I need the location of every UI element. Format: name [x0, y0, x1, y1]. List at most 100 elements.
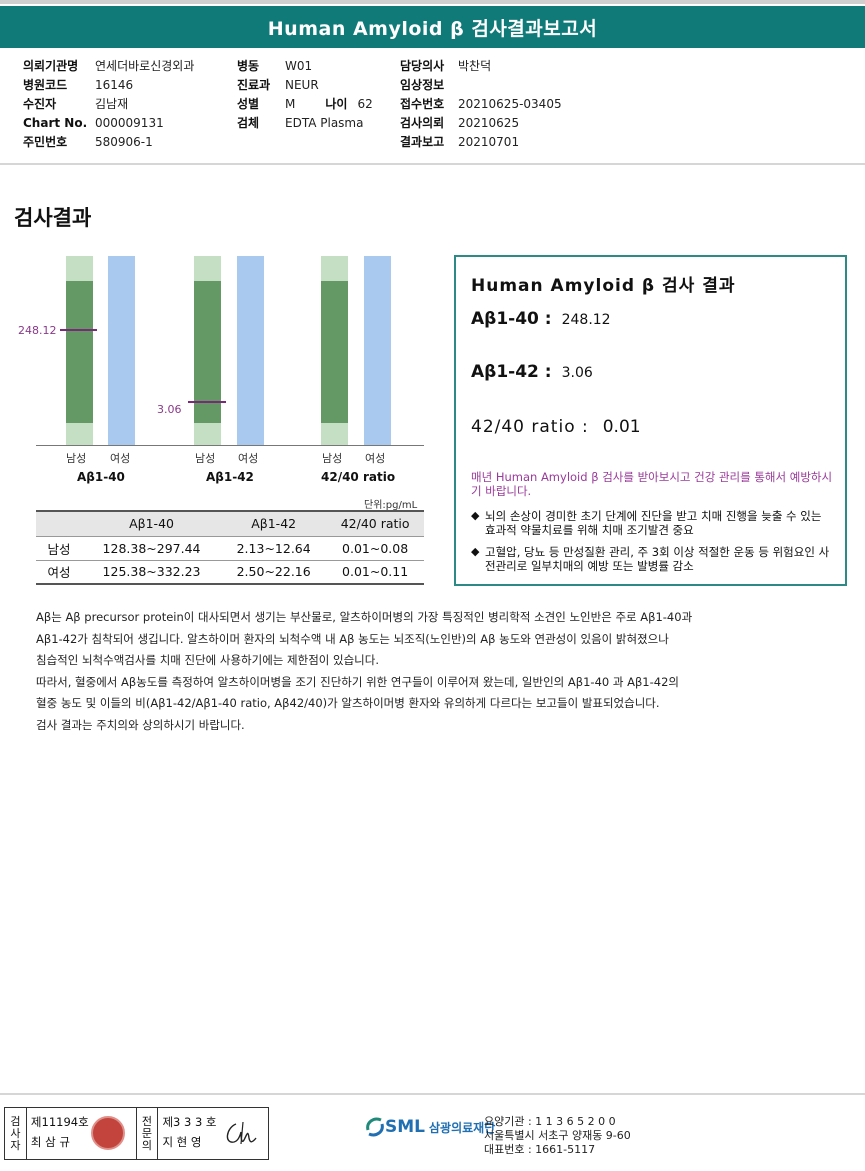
info-value: 580906-1: [95, 134, 153, 149]
info-value: 연세더바로신경외과: [95, 59, 195, 73]
inspector-name: 최 삼 규: [30, 1135, 70, 1149]
tag-char: 문: [141, 1126, 153, 1140]
description-line: 혈중 농도 및 이들의 비(Aβ1-42/Aβ1-40 ratio, Aβ42/…: [36, 696, 660, 710]
seal-icon: [90, 1116, 125, 1150]
info-value: 20210625: [458, 115, 520, 130]
table-cell: 0.01~0.08: [326, 536, 424, 561]
tag-char: 검: [10, 1114, 21, 1128]
result-ratio-value: 0.01: [602, 417, 641, 437]
marker-label-ab42: 3.06: [157, 403, 182, 416]
diamond-icon: ◆: [471, 545, 480, 558]
age-value: 62: [357, 96, 373, 111]
unit-label: 단위:pg/mL: [364, 500, 418, 511]
table-header-row: Aβ1-40 Aβ1-42 42/40 ratio: [36, 510, 424, 537]
top-border: [0, 0, 865, 4]
section-title: 검사결과: [14, 206, 92, 230]
table-header-cell: Aβ1-42: [221, 510, 327, 537]
header-divider: [0, 163, 865, 165]
marker-label-ab40: 248.12: [18, 324, 57, 337]
info-label: 수진자: [23, 97, 57, 111]
result-ab42-value: 3.06: [561, 365, 593, 381]
chart-baseline: [36, 445, 424, 446]
result-ratio: 42/40 ratio : 0.01: [471, 417, 641, 437]
group-label-ratio: 42/40 ratio: [321, 470, 396, 484]
table-cell: 128.38~297.44: [82, 536, 222, 561]
result-note: 매년 Human Amyloid β 검사를 받아보시고 건강 관리를 통해서 …: [471, 470, 833, 498]
group-label-ab40: Aβ1-40: [77, 470, 125, 484]
inspector-tag: 검 사 자: [5, 1108, 27, 1159]
info-value: EDTA Plasma: [285, 115, 364, 130]
patient-info-left: 의뢰기관명 연세더바로신경외과 병원코드 16146 수진자 김남재 Chart No…: [23, 56, 194, 151]
table-header-cell: Aβ1-40: [82, 510, 222, 537]
info-label: Chart No.: [23, 115, 88, 130]
result-ab40-value: 248.12: [561, 312, 611, 328]
tag-char: 사: [10, 1126, 21, 1140]
logo-sml-text: SML: [385, 1117, 425, 1137]
diamond-icon: ◆: [471, 509, 480, 522]
amyloid-chart: 248.12 3.06 남성 여성 남성 여성 남성 여성 Aβ1-40 Aβ1…: [0, 250, 430, 490]
result-bullet-text: 고혈압, 당뇨 등 만성질환 관리, 주 3회 이상 적절한 운동 등 위험요인…: [485, 545, 830, 573]
patient-info-right: 담당의사 박찬덕 임상정보 접수번호 20210625-03405 검사의뢰 2021…: [400, 56, 562, 151]
table-cell: 2.13~12.64: [221, 536, 327, 561]
info-value: NEUR: [285, 77, 319, 92]
info-label: 진료과: [237, 78, 271, 92]
marker-ab40: [60, 329, 97, 331]
footer-org-info: 요양기관 : 1 1 3 6 5 2 0 0 서울특별시 서초구 양재동 9-6…: [484, 1115, 631, 1157]
age-label: 나이: [325, 97, 348, 111]
inspector-cell: 제11194호 최 삼 규: [27, 1108, 137, 1159]
result-ab42-label: Aβ1-42 :: [471, 362, 552, 382]
description-line: 침습적인 뇌척수액검사를 치매 진단에 사용하기에는 제한점이 있습니다.: [36, 653, 379, 667]
sml-logo: SML 삼광의료재단: [365, 1116, 495, 1138]
table-cell: 0.01~0.11: [326, 560, 424, 585]
table-row: 남성 128.38~297.44 2.13~12.64 0.01~0.08: [36, 536, 424, 561]
gender-label-male: 남성: [322, 452, 343, 465]
table-header-cell: 42/40 ratio: [326, 510, 424, 537]
org-code: 요양기관 : 1 1 3 6 5 2 0 0: [484, 1115, 616, 1128]
info-value: M: [285, 96, 296, 111]
info-value: 16146: [95, 77, 134, 92]
signature-box: 검 사 자 제11194호 최 삼 규 전 문 의 제3 3 3 호 지 현 영: [4, 1107, 269, 1160]
footer-divider: [0, 1093, 865, 1095]
sml-swirl-icon: [366, 1117, 384, 1137]
bar-male-normal-ab42: [194, 281, 221, 423]
bar-female-ab40: [108, 256, 135, 445]
doctor-name: 지 현 영: [162, 1135, 202, 1149]
result-box: Human Amyloid β 검사 결과 Aβ1-40 : 248.12 Aβ…: [454, 255, 847, 586]
inspector-license: 제11194호: [30, 1115, 89, 1129]
gender-label-male: 남성: [195, 452, 216, 465]
info-value: W01: [285, 58, 313, 73]
info-value: 박찬덕: [458, 59, 492, 73]
reference-table: Aβ1-40 Aβ1-42 42/40 ratio 남성 128.38~297.…: [36, 510, 424, 585]
table-cell: 여성: [36, 560, 82, 585]
info-label: 검사의뢰: [400, 116, 445, 130]
result-bullet: ◆ 뇌의 손상이 경미한 초기 단계에 진단을 받고 치매 진행을 늦출 수 있…: [471, 509, 833, 537]
info-label: 임상정보: [400, 78, 445, 92]
table-cell: 남성: [36, 536, 82, 561]
patient-info-middle: 병동 W01 진료과 NEUR 성별 M 나이 62 검체 EDTA Plasma: [237, 56, 373, 132]
result-ab40: Aβ1-40 : 248.12: [471, 309, 611, 329]
tag-char: 전: [141, 1114, 153, 1128]
bar-female-ratio: [364, 256, 391, 445]
gender-label-female: 여성: [365, 452, 386, 465]
table-cell: 2.50~22.16: [221, 560, 327, 585]
info-label: 의뢰기관명: [23, 59, 79, 73]
gender-label-female: 여성: [238, 452, 259, 465]
info-label: 병원코드: [23, 78, 68, 92]
doctor-license: 제3 3 3 호: [162, 1115, 217, 1129]
info-label: 결과보고: [400, 135, 445, 149]
info-value: 김남재: [95, 97, 129, 111]
result-bullet: ◆ 고혈압, 당뇨 등 만성질환 관리, 주 3회 이상 적절한 운동 등 위험…: [471, 545, 833, 573]
result-ratio-label: 42/40 ratio :: [471, 417, 589, 437]
table-header-cell: [36, 510, 82, 537]
info-label: 주민번호: [23, 135, 68, 149]
tag-char: 자: [10, 1138, 21, 1152]
info-label: 담당의사: [400, 59, 445, 73]
info-label: 검체: [237, 116, 260, 130]
description: Aβ는 Aβ precursor protein이 대사되면서 생기는 부산물로…: [36, 607, 836, 736]
result-ab40-label: Aβ1-40 :: [471, 309, 552, 329]
doctor-cell: 제3 3 3 호 지 현 영: [158, 1108, 268, 1159]
result-box-title: Human Amyloid β 검사 결과: [471, 276, 736, 296]
logo-org-name: 삼광의료재단: [429, 1120, 496, 1135]
marker-ab42: [188, 401, 226, 403]
result-bullet-text: 뇌의 손상이 경미한 초기 단계에 진단을 받고 치매 진행을 늦출 수 있는 …: [485, 509, 822, 537]
